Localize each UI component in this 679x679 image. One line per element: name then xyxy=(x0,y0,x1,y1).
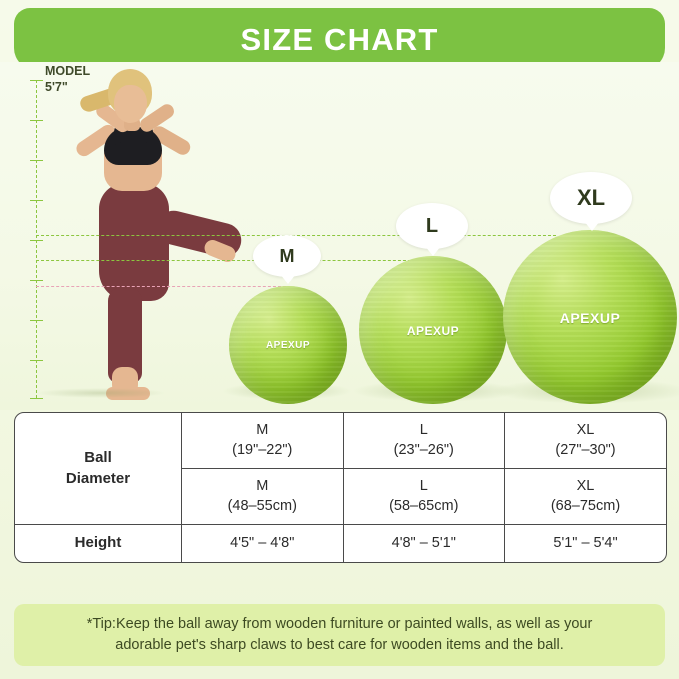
cell-size-label: L xyxy=(419,422,428,438)
cell-diameter-cm-l: L (58–65cm) xyxy=(342,468,505,526)
ball-m: APEXUP xyxy=(229,286,347,404)
illustration-scene: MODEL 5'7" xyxy=(0,62,679,410)
ruler-tick xyxy=(30,280,43,281)
ruler-tick xyxy=(30,200,43,201)
cell-diameter-cm-xl: XL (68–75cm) xyxy=(504,468,666,526)
size-bubble-l: L xyxy=(396,203,468,256)
model-pants xyxy=(99,183,169,301)
model-face xyxy=(114,85,147,123)
cell-height-l: 4'8" – 5'1" xyxy=(342,524,505,562)
cell-height-m: 4'5" – 4'8" xyxy=(181,524,344,562)
cell-height-xl: 5'1" – 5'4" xyxy=(504,524,666,562)
cell-diameter-in-m: M (19"–22") xyxy=(181,413,344,470)
row-header-ball-diameter: Ball Diameter xyxy=(15,413,182,526)
cell-size-label: M xyxy=(256,478,269,495)
size-table: Ball Diameter M (19"–22") L (23"–26") XL… xyxy=(15,413,666,562)
cell-diameter-in-xl: XL (27"–30") xyxy=(504,413,666,470)
cell-size-label: L xyxy=(419,478,428,495)
cell-size-range: (58–65cm) xyxy=(389,497,459,514)
model-height-value: 5'7" xyxy=(45,79,68,94)
cell-size-range: (68–75cm) xyxy=(550,497,621,514)
page-title: SIZE CHART xyxy=(240,22,439,57)
ball-l: APEXUP xyxy=(359,256,507,404)
size-bubble-xl-label: XL xyxy=(576,185,606,210)
ball-brand-l: APEXUP xyxy=(406,324,460,339)
cell-size-range: (23"–26") xyxy=(393,441,454,458)
cell-size-range: (19"–22") xyxy=(232,441,293,458)
size-table-container: Ball Diameter M (19"–22") L (23"–26") XL… xyxy=(14,412,667,563)
tip-banner: *Tip:Keep the ball away from wooden furn… xyxy=(14,604,665,666)
ruler-tick xyxy=(30,320,43,321)
cell-size-label: XL xyxy=(576,422,595,438)
ruler-tick xyxy=(30,160,43,161)
row-header-height: Height xyxy=(15,524,182,562)
cell-size-range: (27"–30") xyxy=(555,441,616,458)
ball-texture xyxy=(503,230,677,404)
ruler-tick xyxy=(30,80,43,81)
model-label-text: MODEL xyxy=(45,64,91,78)
row-header-line1: Ball xyxy=(84,449,112,467)
ball-texture xyxy=(359,256,507,404)
model-foot xyxy=(106,387,150,400)
table-row-diameter-inches: Ball Diameter M (19"–22") L (23"–26") XL… xyxy=(15,413,666,526)
cell-diameter-in-l: L (23"–26") xyxy=(342,413,505,470)
ball-brand-xl: APEXUP xyxy=(559,310,621,327)
size-bubble-m: M xyxy=(253,235,321,284)
height-ruler xyxy=(36,80,37,398)
tip-line-1: *Tip:Keep the ball away from wooden furn… xyxy=(86,615,593,632)
ruler-tick xyxy=(30,398,43,399)
measure-line-l xyxy=(36,260,416,261)
cell-size-range: (48–55cm) xyxy=(227,497,297,514)
size-bubble-xl: XL xyxy=(550,172,632,231)
ball-xl: APEXUP xyxy=(503,230,677,404)
measure-line-m xyxy=(36,286,286,287)
size-bubble-m-label: M xyxy=(279,245,295,266)
row-header-line2: Diameter xyxy=(65,469,131,487)
model-floor-shadow xyxy=(36,388,166,398)
ruler-tick xyxy=(30,240,43,241)
table-row-height: Height 4'5" – 4'8" 4'8" – 5'1" 5'1" – 5'… xyxy=(15,524,666,562)
ruler-tick xyxy=(30,120,43,121)
ball-brand-m: APEXUP xyxy=(265,340,311,352)
cell-size-label: M xyxy=(256,422,269,438)
tip-text: *Tip:Keep the ball away from wooden furn… xyxy=(87,614,593,656)
cell-diameter-cm-m: M (48–55cm) xyxy=(181,468,344,526)
table-row-diameter-cm: M (48–55cm) L (58–65cm) XL (68–75cm) xyxy=(15,468,666,526)
model-figure xyxy=(52,67,245,400)
model-height-label: MODEL 5'7" xyxy=(45,64,90,95)
ruler-tick xyxy=(30,360,43,361)
size-bubble-l-label: L xyxy=(425,214,439,237)
ball-texture xyxy=(229,286,347,404)
header-banner: SIZE CHART xyxy=(14,8,665,70)
cell-size-label: XL xyxy=(576,478,595,495)
tip-line-2: adorable pet's sharp claws to best care … xyxy=(115,637,564,653)
